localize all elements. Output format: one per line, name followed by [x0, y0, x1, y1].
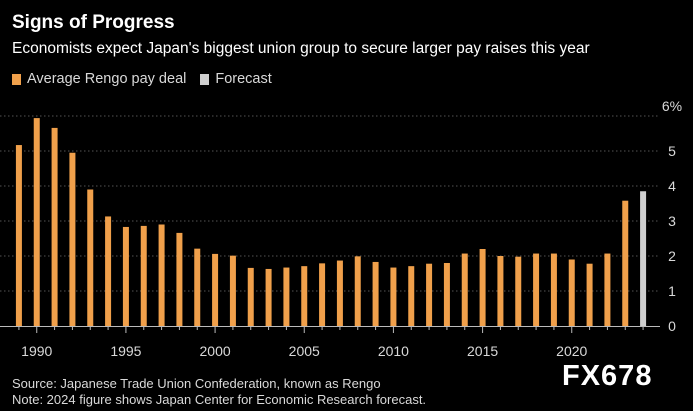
- watermark-logo: FX678: [562, 360, 653, 392]
- y-tick-label-5: 5: [668, 143, 676, 159]
- bar-1989: [15, 145, 22, 326]
- bar-2000: [212, 253, 219, 326]
- y-tick-label-1: 1: [668, 283, 676, 299]
- bar-1995: [122, 226, 129, 326]
- bar-2015: [479, 249, 486, 326]
- x-tick-label-2010: 2010: [378, 343, 409, 359]
- bar-1998: [176, 232, 183, 326]
- chart-title: Signs of Progress: [12, 12, 175, 33]
- bar-1999: [194, 248, 201, 326]
- x-tick-label-2020: 2020: [556, 343, 587, 359]
- legend-item-forecast: Forecast: [200, 71, 272, 87]
- bar-2018: [533, 253, 540, 326]
- bar-2005: [301, 266, 308, 326]
- legend-label-actual: Average Rengo pay deal: [27, 71, 187, 87]
- grid-lines: [0, 115, 660, 292]
- bar-2014: [461, 253, 468, 326]
- source-text: Source: Japanese Trade Union Confederati…: [12, 376, 381, 391]
- source-notes: Source: Japanese Trade Union Confederati…: [12, 376, 426, 408]
- legend-swatch-forecast: [200, 73, 210, 85]
- bar-2010: [390, 267, 397, 326]
- y-tick-labels: 0 1 2 3 4 5 6%: [662, 98, 682, 334]
- legend-item-actual: Average Rengo pay deal: [12, 71, 186, 87]
- bar-2017: [515, 256, 522, 326]
- x-tick-label-1990: 1990: [21, 343, 52, 359]
- y-tick-label-6: 6%: [662, 98, 682, 114]
- bar-1996: [140, 225, 147, 326]
- bar-2008: [354, 256, 361, 326]
- bar-2003: [265, 268, 272, 326]
- bar-2020: [568, 259, 575, 326]
- bar-1994: [105, 216, 112, 326]
- x-tick-label-2015: 2015: [467, 343, 498, 359]
- x-tick-label-2000: 2000: [200, 343, 231, 359]
- bar-2004: [283, 267, 290, 326]
- bar-1991: [51, 127, 58, 327]
- bar-2012: [426, 263, 433, 326]
- y-tick-label-4: 4: [668, 178, 676, 194]
- x-tick-label-1995: 1995: [110, 343, 141, 359]
- bar-2023: [622, 200, 629, 326]
- bar-2002: [247, 267, 254, 326]
- bar-1990: [33, 118, 40, 326]
- y-tick-label-3: 3: [668, 213, 676, 229]
- bar-forecast-2024: [640, 191, 647, 326]
- y-tick-label-0: 0: [668, 318, 676, 334]
- chart-subtitle: Economists expect Japan's biggest union …: [12, 40, 590, 57]
- bar-2009: [372, 261, 379, 326]
- bar-2007: [336, 260, 343, 326]
- bars: [15, 118, 647, 327]
- bar-2021: [586, 263, 593, 326]
- bar-2013: [443, 263, 450, 326]
- bar-1997: [158, 224, 165, 326]
- x-tick-label-2005: 2005: [289, 343, 320, 359]
- bar-1992: [69, 152, 76, 326]
- legend-label-forecast: Forecast: [215, 71, 272, 87]
- bar-2011: [408, 266, 415, 326]
- legend-swatch-actual: [12, 73, 21, 85]
- bar-2006: [319, 263, 326, 326]
- y-tick-label-2: 2: [668, 248, 676, 264]
- bar-2016: [497, 256, 504, 326]
- bar-2019: [550, 253, 557, 326]
- legend: Average Rengo pay deal Forecast: [12, 71, 286, 87]
- x-axis: 1990 1995 2000 2005 2010 2015 2020: [0, 326, 660, 359]
- bar-1993: [87, 189, 94, 326]
- bar-2001: [229, 255, 236, 326]
- bar-2022: [604, 253, 611, 326]
- note-text: Note: 2024 figure shows Japan Center for…: [12, 392, 427, 407]
